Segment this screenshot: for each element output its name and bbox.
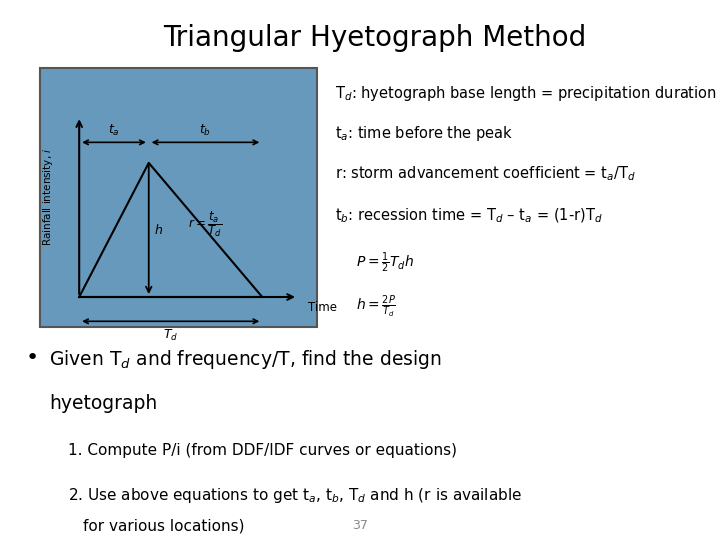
Text: 1. Compute P/i (from DDF/IDF curves or equations): 1. Compute P/i (from DDF/IDF curves or e… [68, 443, 457, 458]
Text: $h$: $h$ [154, 223, 163, 237]
Text: Rainfall intensity, $i$: Rainfall intensity, $i$ [41, 148, 55, 246]
Text: $h = \frac{2P}{T_d}$: $h = \frac{2P}{T_d}$ [356, 294, 396, 320]
Text: $t_a$: $t_a$ [108, 123, 120, 138]
Text: hyetograph: hyetograph [49, 394, 157, 413]
Text: for various locations): for various locations) [83, 518, 244, 534]
Text: Given T$_d$ and frequency/T, find the design: Given T$_d$ and frequency/T, find the de… [49, 348, 442, 372]
Text: $r = \dfrac{t_a}{T_d}$: $r = \dfrac{t_a}{T_d}$ [189, 210, 222, 239]
Text: T$_d$: hyetograph base length = precipitation duration: T$_d$: hyetograph base length = precipit… [335, 84, 716, 103]
Text: Triangular Hyetograph Method: Triangular Hyetograph Method [163, 24, 586, 52]
Bar [40, 68, 317, 327]
Text: t$_a$: time before the peak: t$_a$: time before the peak [335, 124, 513, 143]
Text: $T_d$: $T_d$ [163, 328, 179, 343]
Text: 2. Use above equations to get t$_a$, t$_b$, T$_d$ and h (r is available: 2. Use above equations to get t$_a$, t$_… [68, 486, 523, 505]
Text: 37: 37 [352, 519, 368, 532]
Text: Time: Time [308, 301, 337, 314]
Text: $P = \frac{1}{2}T_d h$: $P = \frac{1}{2}T_d h$ [356, 251, 415, 275]
Text: r: storm advancement coefficient = t$_a$/T$_d$: r: storm advancement coefficient = t$_a$… [335, 165, 636, 184]
Text: t$_b$: recession time = T$_d$ – t$_a$ = (1-r)T$_d$: t$_b$: recession time = T$_d$ – t$_a$ = … [335, 206, 603, 225]
Text: $t_b$: $t_b$ [199, 123, 212, 138]
Text: •: • [25, 348, 38, 368]
